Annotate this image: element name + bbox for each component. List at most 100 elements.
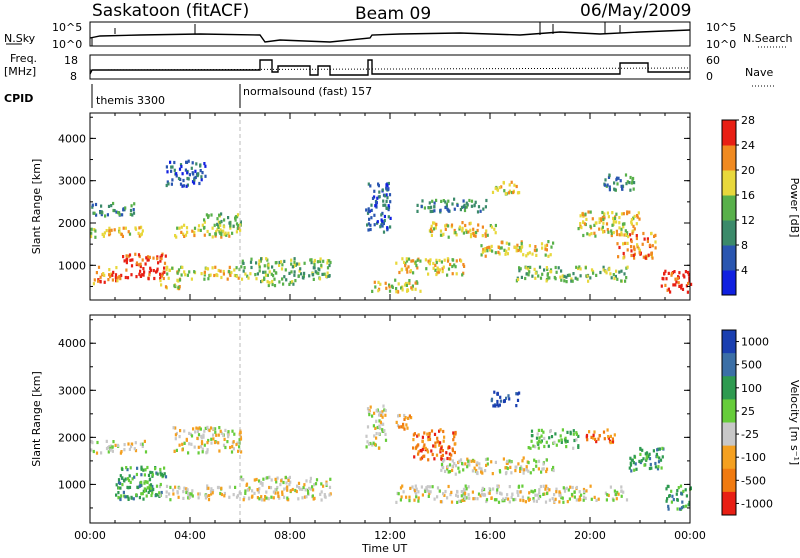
range-cell <box>405 283 408 287</box>
range-cell <box>606 493 609 497</box>
range-cell <box>485 499 488 504</box>
range-cell <box>468 198 471 203</box>
range-cell <box>484 232 487 236</box>
range-cell <box>285 481 288 485</box>
range-cell <box>300 272 303 276</box>
range-cell <box>176 226 179 230</box>
range-cell <box>121 234 124 238</box>
range-cell <box>164 285 168 289</box>
range-cell <box>299 267 302 271</box>
range-cell <box>568 273 571 277</box>
range-cell <box>91 203 94 207</box>
range-cell <box>159 493 162 497</box>
range-cell <box>206 425 209 429</box>
range-cell <box>174 485 177 489</box>
range-cell <box>107 450 110 454</box>
range-cell <box>460 494 463 498</box>
range-cell <box>258 262 261 266</box>
range-cell <box>505 249 508 253</box>
range-cell <box>541 272 544 276</box>
range-cell <box>268 485 271 490</box>
range-cell <box>369 184 372 188</box>
range-cell <box>620 212 624 216</box>
colorbar-tick-label: 500 <box>741 359 762 372</box>
range-cell <box>109 275 112 279</box>
range-cell <box>576 277 579 281</box>
range-cell <box>519 498 522 502</box>
range-cell <box>624 229 627 233</box>
range-cell <box>289 480 292 484</box>
range-cell <box>193 176 196 180</box>
range-cell <box>435 198 438 202</box>
range-cell <box>310 487 313 491</box>
range-cell <box>397 282 400 286</box>
range-cell <box>546 487 549 491</box>
range-cell <box>329 260 332 265</box>
range-cell <box>179 429 182 433</box>
range-cell <box>445 204 448 208</box>
range-cell <box>373 411 376 415</box>
range-cell <box>383 219 386 223</box>
range-cell <box>537 496 540 501</box>
range-cell <box>128 232 132 236</box>
range-cell <box>199 163 202 167</box>
range-cell <box>190 442 193 446</box>
range-cell <box>564 439 567 443</box>
range-cell <box>569 432 572 436</box>
range-cell <box>599 270 602 275</box>
range-cell <box>578 265 581 269</box>
range-cell <box>136 466 139 470</box>
range-cell <box>522 471 525 475</box>
range-cell <box>405 495 408 499</box>
range-cell <box>677 486 680 490</box>
range-cell <box>158 485 162 489</box>
range-cell <box>459 208 462 212</box>
nsearch-tick-top: 10^5 <box>706 21 736 34</box>
range-cell <box>494 186 497 190</box>
range-cell <box>606 183 609 187</box>
range-cell <box>427 489 430 493</box>
range-cell <box>643 463 646 467</box>
range-cell <box>114 275 117 280</box>
range-cell <box>499 395 502 399</box>
range-cell <box>143 270 146 274</box>
range-cell <box>514 469 517 473</box>
range-cell <box>282 480 285 485</box>
range-cell <box>430 449 433 453</box>
range-cell <box>218 426 221 430</box>
range-cell <box>328 485 332 489</box>
range-cell <box>608 268 611 272</box>
range-cell <box>227 430 230 434</box>
range-cell <box>312 488 315 492</box>
range-cell <box>323 272 326 276</box>
range-cell <box>121 476 124 480</box>
data-cells <box>90 159 693 294</box>
range-cell <box>635 222 638 226</box>
range-cell <box>278 260 281 265</box>
range-cell <box>262 270 265 274</box>
range-cell <box>600 217 603 221</box>
range-cell <box>602 230 605 234</box>
range-cell <box>609 485 612 489</box>
range-cell <box>162 474 165 478</box>
range-cell <box>139 265 142 269</box>
range-cell <box>379 410 382 414</box>
range-cell <box>373 434 376 438</box>
range-cell <box>134 252 137 256</box>
range-cell <box>371 196 375 200</box>
range-cell <box>147 258 150 262</box>
range-cell <box>545 458 548 462</box>
range-cell <box>413 498 416 502</box>
range-cell <box>396 424 400 428</box>
range-cell <box>457 460 460 465</box>
range-cell <box>611 439 615 443</box>
range-cell <box>151 491 154 495</box>
range-cell <box>108 445 111 449</box>
range-cell <box>665 487 668 491</box>
range-cell <box>632 176 635 181</box>
range-cell <box>626 241 629 245</box>
range-cell <box>656 467 660 471</box>
range-cell <box>395 420 398 424</box>
range-cell <box>140 465 143 469</box>
range-cell <box>416 209 419 213</box>
